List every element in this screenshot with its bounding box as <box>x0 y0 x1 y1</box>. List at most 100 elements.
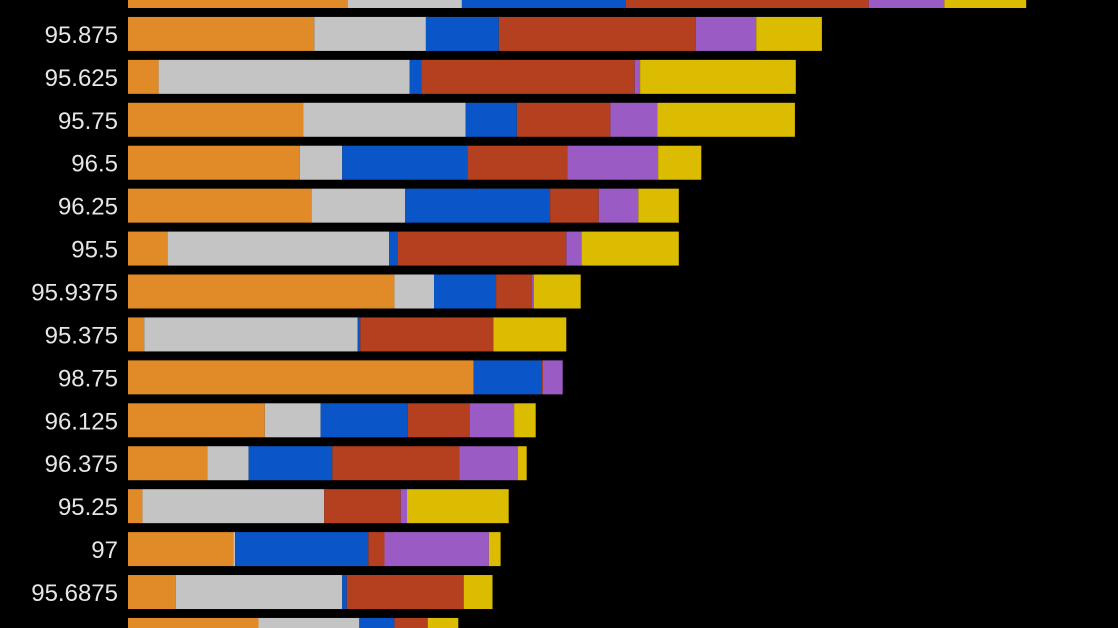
bar-segment <box>128 446 208 481</box>
category-label: 96.125 <box>45 408 118 435</box>
bar-segment <box>409 59 422 94</box>
bar-segment <box>434 274 497 309</box>
bar-segment <box>324 489 401 524</box>
bar-segment <box>598 188 639 223</box>
bar-segment <box>128 274 395 309</box>
bar-segment <box>233 532 236 567</box>
bar-segment <box>658 145 702 180</box>
category-label: 95.5 <box>71 237 118 264</box>
bar-segment <box>264 403 321 438</box>
category-label: 95.6875 <box>31 580 118 607</box>
bar-segment <box>581 231 679 266</box>
bar-segment <box>427 617 459 628</box>
bar-segment <box>657 102 795 137</box>
category-label: 95.625 <box>45 65 118 92</box>
bar-segment <box>634 59 641 94</box>
bar-segment <box>347 0 462 8</box>
bar-segment <box>459 446 518 481</box>
bar-segment <box>128 145 300 180</box>
bar-segment <box>640 59 796 94</box>
bar-segment <box>542 360 543 395</box>
bar-segment <box>360 317 494 352</box>
category-label: 96.25 <box>58 194 118 221</box>
bar-segment <box>463 575 493 610</box>
category-label: 96.5 <box>71 151 118 178</box>
bar-segment <box>207 446 249 481</box>
bar-segment <box>128 16 315 51</box>
bar-segment <box>128 617 259 628</box>
bar-segment <box>342 145 468 180</box>
bar-segment <box>394 274 434 309</box>
bar-segment <box>516 102 611 137</box>
bar-segment <box>128 102 304 137</box>
category-label: 95.875 <box>45 22 118 49</box>
bar-segment <box>425 16 499 51</box>
bar-segment <box>498 16 696 51</box>
bar-segment <box>695 16 757 51</box>
bar-segment <box>342 575 347 610</box>
category-label: 95.25 <box>58 494 118 521</box>
bar-layer <box>128 0 1027 628</box>
bar-segment <box>128 532 234 567</box>
bar-segment <box>235 532 369 567</box>
bar-segment <box>144 317 358 352</box>
category-label-layer: 96 95.875 95.625 95.75 96.5 96.25 95.5 95.9375 9… <box>31 0 118 607</box>
bar-segment <box>868 0 945 8</box>
bar-segment <box>248 446 333 481</box>
bar-segment <box>532 274 534 309</box>
bar-segment <box>421 59 635 94</box>
bar-segment <box>625 0 869 8</box>
bar-segment <box>550 188 599 223</box>
bar-segment <box>467 145 568 180</box>
bar-segment <box>610 102 658 137</box>
bar-segment <box>167 231 389 266</box>
bar-segment <box>320 403 408 438</box>
bar-segment <box>517 446 527 481</box>
bar-segment <box>314 16 426 51</box>
bar-segment <box>389 231 398 266</box>
bar-segment <box>368 532 385 567</box>
category-label: 96.375 <box>45 451 118 478</box>
category-label: 96 <box>91 0 118 6</box>
bar-segment <box>407 403 470 438</box>
bar-segment <box>470 403 515 438</box>
bar-segment <box>407 489 509 524</box>
bar-segment <box>461 0 626 8</box>
bar-segment <box>128 575 176 610</box>
category-label: 95.375 <box>45 322 118 349</box>
bar-segment <box>542 360 563 395</box>
bar-segment <box>488 532 501 567</box>
bar-segment <box>384 532 489 567</box>
bar-segment <box>394 617 428 628</box>
bar-segment <box>299 145 343 180</box>
bar-segment <box>944 0 1027 8</box>
bar-segment <box>175 575 343 610</box>
bar-segment <box>303 102 466 137</box>
bar-segment <box>566 231 582 266</box>
bar-segment <box>567 145 659 180</box>
category-label: 95.9375 <box>31 280 118 307</box>
bar-segment <box>638 188 679 223</box>
bar-segment <box>496 274 533 309</box>
bar-segment <box>533 274 581 309</box>
bar-segment <box>311 188 406 223</box>
bar-segment <box>258 617 360 628</box>
bar-segment <box>756 16 822 51</box>
bar-segment <box>128 59 159 94</box>
bar-segment <box>400 489 407 524</box>
bar-segment <box>158 59 410 94</box>
bar-segment <box>128 489 143 524</box>
bar-segment <box>142 489 325 524</box>
category-label: 98.75 <box>58 365 118 392</box>
bar-segment <box>128 360 474 395</box>
bar-segment <box>128 231 168 266</box>
bar-segment <box>128 0 348 8</box>
bar-segment <box>473 360 542 395</box>
bar-segment <box>128 403 265 438</box>
bar-segment <box>357 317 361 352</box>
bar-segment <box>514 403 536 438</box>
bar-segment <box>398 231 567 266</box>
bar-segment <box>405 188 551 223</box>
bar-segment <box>359 617 395 628</box>
